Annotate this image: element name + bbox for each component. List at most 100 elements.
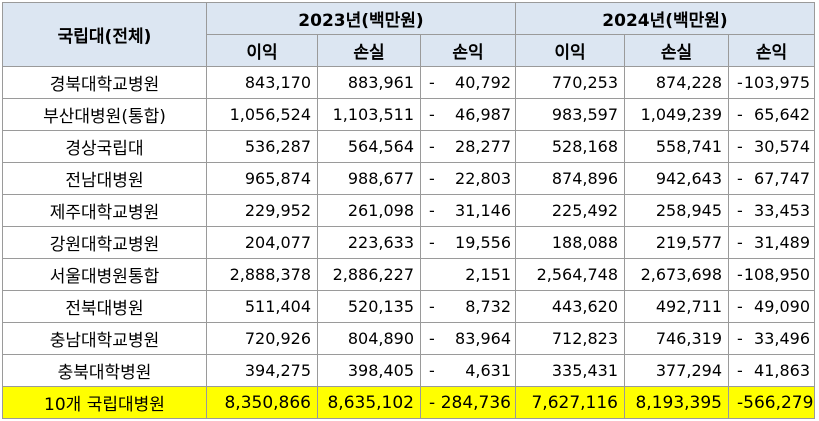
cell-loss: 746,319 bbox=[624, 322, 729, 355]
hospital-name: 경상국립대 bbox=[2, 130, 207, 163]
col-header-profit: 이익 bbox=[515, 34, 625, 67]
cell-loss: 874,228 bbox=[624, 66, 729, 99]
net-value: 22,803 bbox=[455, 169, 511, 188]
cell-loss: 492,711 bbox=[624, 290, 729, 323]
negative-sign: - bbox=[429, 392, 436, 413]
cell-loss: 883,961 bbox=[317, 66, 421, 99]
cell-net: -33,496 bbox=[728, 322, 815, 355]
hospital-name: 전남대병원 bbox=[2, 162, 207, 195]
negative-sign: - bbox=[737, 105, 743, 124]
net-value: 67,747 bbox=[754, 169, 810, 188]
cell-loss: 558,741 bbox=[624, 130, 729, 163]
table-row: 부산대병원(통합) 1,056,524 1,103,511-46,987 983,59… bbox=[2, 98, 815, 131]
negative-sign: - bbox=[737, 392, 744, 413]
col-header-profit: 이익 bbox=[206, 34, 318, 67]
cell-profit: 511,404 bbox=[206, 290, 318, 323]
cell-loss: 258,945 bbox=[624, 194, 729, 227]
hospital-name: 경북대학교병원 bbox=[2, 66, 207, 99]
negative-sign: - bbox=[429, 233, 435, 252]
col-header-loss: 손실 bbox=[624, 34, 729, 67]
net-value: 28,277 bbox=[455, 137, 511, 156]
cell-net: -284,736 bbox=[420, 386, 516, 419]
negative-sign: - bbox=[429, 201, 435, 220]
cell-profit: 2,564,748 bbox=[515, 258, 625, 291]
corner-header: 국립대(전체) bbox=[2, 2, 207, 67]
cell-profit: 2,888,378 bbox=[206, 258, 318, 291]
cell-profit: 7,627,116 bbox=[515, 386, 625, 419]
net-value: 46,987 bbox=[455, 105, 511, 124]
cell-net: - 28,277 bbox=[420, 130, 516, 163]
net-value: 40,792 bbox=[455, 73, 511, 92]
header-row-years: 국립대(전체) 2023년(백만원) 2024년(백만원) bbox=[2, 2, 815, 67]
cell-profit: 1,056,524 bbox=[206, 98, 318, 131]
cell-net: - 40,792 bbox=[420, 66, 516, 99]
cell-loss: 564,564 bbox=[317, 130, 421, 163]
cell-net: -30,574 bbox=[728, 130, 815, 163]
net-value: 31,489 bbox=[754, 233, 810, 252]
table-row: 제주대학교병원 229,952 261,098-31,146 225,492 258,9… bbox=[2, 194, 815, 227]
cell-net: 2,151 bbox=[420, 258, 516, 291]
net-value: 4,631 bbox=[465, 361, 511, 380]
cell-net: -103,975 bbox=[728, 66, 815, 99]
table-row: 충남대학교병원 720,926 804,890- 83,964 712,823 746,3… bbox=[2, 322, 815, 355]
negative-sign: - bbox=[737, 169, 743, 188]
cell-profit: 712,823 bbox=[515, 322, 625, 355]
negative-sign: - bbox=[737, 201, 743, 220]
negative-sign: - bbox=[429, 105, 435, 124]
cell-profit: 536,287 bbox=[206, 130, 318, 163]
table-row: 경상국립대 536,287 564,564-28,277 528,168 558,741… bbox=[2, 130, 815, 163]
cell-profit: 965,874 bbox=[206, 162, 318, 195]
col-header-loss: 손실 bbox=[317, 34, 421, 67]
cell-profit: 528,168 bbox=[515, 130, 625, 163]
negative-sign: - bbox=[429, 361, 435, 380]
cell-net: - 4,631 bbox=[420, 354, 516, 387]
cell-loss: 219,577 bbox=[624, 226, 729, 259]
net-value: 49,090 bbox=[754, 297, 810, 316]
cell-net: -67,747 bbox=[728, 162, 815, 195]
cell-loss: 988,677 bbox=[317, 162, 421, 195]
cell-net: - 31,146 bbox=[420, 194, 516, 227]
net-value: 41,863 bbox=[754, 361, 810, 380]
net-value: 2,151 bbox=[465, 265, 511, 284]
net-value: 19,556 bbox=[455, 233, 511, 252]
net-value: 65,642 bbox=[754, 105, 810, 124]
table-row: 서울대병원통합 2,888,378 2,886,227 2,151 2,564,748 2… bbox=[2, 258, 815, 291]
cell-loss: 2,886,227 bbox=[317, 258, 421, 291]
cell-net: - 22,803 bbox=[420, 162, 516, 195]
cell-loss: 1,103,511 bbox=[317, 98, 421, 131]
net-value: 103,975 bbox=[743, 73, 810, 92]
net-value: 33,496 bbox=[754, 329, 810, 348]
table-row: 전북대병원 511,404 520,135-8,732 443,620 492,711-… bbox=[2, 290, 815, 323]
hospital-name: 충남대학교병원 bbox=[2, 322, 207, 355]
col-header-net: 손익 bbox=[728, 34, 815, 67]
table-row: 충북대학병원 394,275 398,405-4,631 335,431 377,294… bbox=[2, 354, 815, 387]
cell-profit: 394,275 bbox=[206, 354, 318, 387]
negative-sign: - bbox=[429, 73, 435, 92]
cell-loss: 8,193,395 bbox=[624, 386, 729, 419]
total-row: 10개 국립대병원 8,350,866 8,635,102-284,736 7,627… bbox=[2, 386, 815, 419]
cell-net: -566,279 bbox=[728, 386, 815, 419]
table-row: 강원대학교병원 204,077 223,633-19,556 188,088 219,5… bbox=[2, 226, 815, 259]
cell-profit: 720,926 bbox=[206, 322, 318, 355]
net-value: 83,964 bbox=[455, 329, 511, 348]
cell-loss: 942,643 bbox=[624, 162, 729, 195]
negative-sign: - bbox=[737, 73, 743, 92]
net-value: 566,279 bbox=[743, 392, 814, 413]
negative-sign: - bbox=[737, 233, 743, 252]
negative-sign: - bbox=[737, 361, 743, 380]
net-value: 30,574 bbox=[754, 137, 810, 156]
net-value: 8,732 bbox=[465, 297, 511, 316]
table-row: 경북대학교병원 843,170 883,961-40,792 770,253 874,2… bbox=[2, 66, 815, 99]
cell-profit: 335,431 bbox=[515, 354, 625, 387]
cell-profit: 770,253 bbox=[515, 66, 625, 99]
cell-net: - 8,732 bbox=[420, 290, 516, 323]
cell-net: -33,453 bbox=[728, 194, 815, 227]
negative-sign: - bbox=[429, 329, 435, 348]
cell-profit: 204,077 bbox=[206, 226, 318, 259]
hospital-name: 서울대병원통합 bbox=[2, 258, 207, 291]
cell-loss: 1,049,239 bbox=[624, 98, 729, 131]
cell-net: -49,090 bbox=[728, 290, 815, 323]
hospital-name: 제주대학교병원 bbox=[2, 194, 207, 227]
cell-loss: 804,890 bbox=[317, 322, 421, 355]
cell-net: -65,642 bbox=[728, 98, 815, 131]
